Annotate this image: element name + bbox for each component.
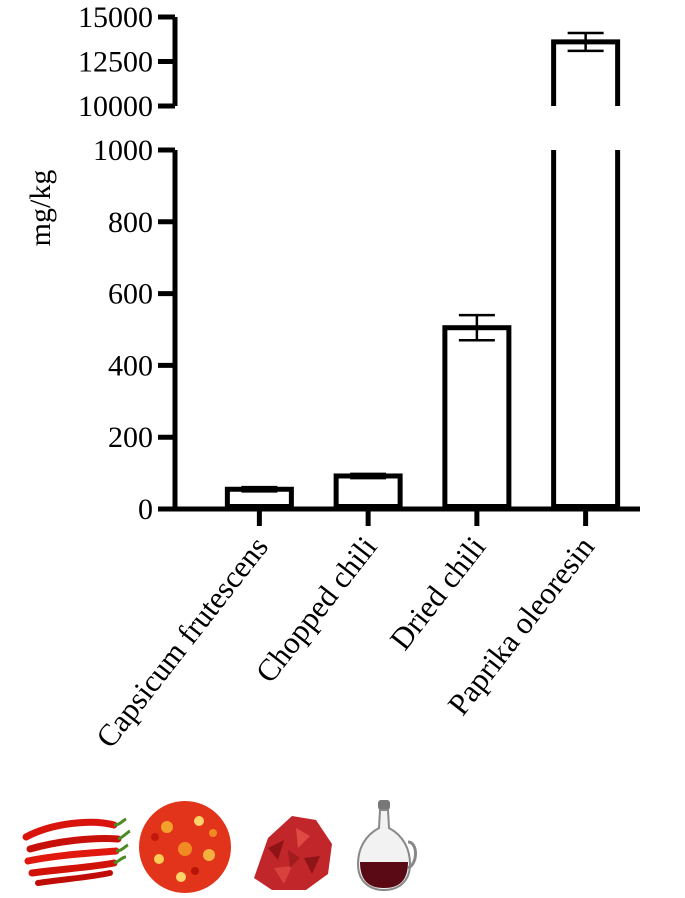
y-tick-label: 200 <box>108 421 153 454</box>
y-axis-label: mg/kg <box>24 170 57 247</box>
category-label: Dried chili <box>383 529 493 656</box>
bar-1 <box>333 473 403 509</box>
y-tick-label: 0 <box>138 493 153 526</box>
y-tick-label: 10000 <box>78 90 153 123</box>
dried-chili-icon <box>254 816 332 890</box>
category-label: Capsicum frutescens <box>89 530 275 754</box>
bar-3-lower <box>551 150 621 509</box>
y-tick-label: 600 <box>108 278 153 311</box>
red-chili-peppers-icon <box>22 817 131 886</box>
chart-ticks: 0 200 400 600 800 1000 10000 12500 15000 <box>78 1 589 526</box>
y-tick-label: 12500 <box>78 46 153 79</box>
bar-2 <box>442 325 512 509</box>
y-tick-label: 800 <box>108 206 153 239</box>
oleoresin-bottle-icon <box>356 800 417 892</box>
y-tick-label: 15000 <box>78 1 153 34</box>
chopped-chili-icon <box>139 801 231 893</box>
chart-bars <box>224 31 621 510</box>
y-tick-label: 400 <box>108 349 153 382</box>
y-tick-label: 1000 <box>93 134 153 167</box>
